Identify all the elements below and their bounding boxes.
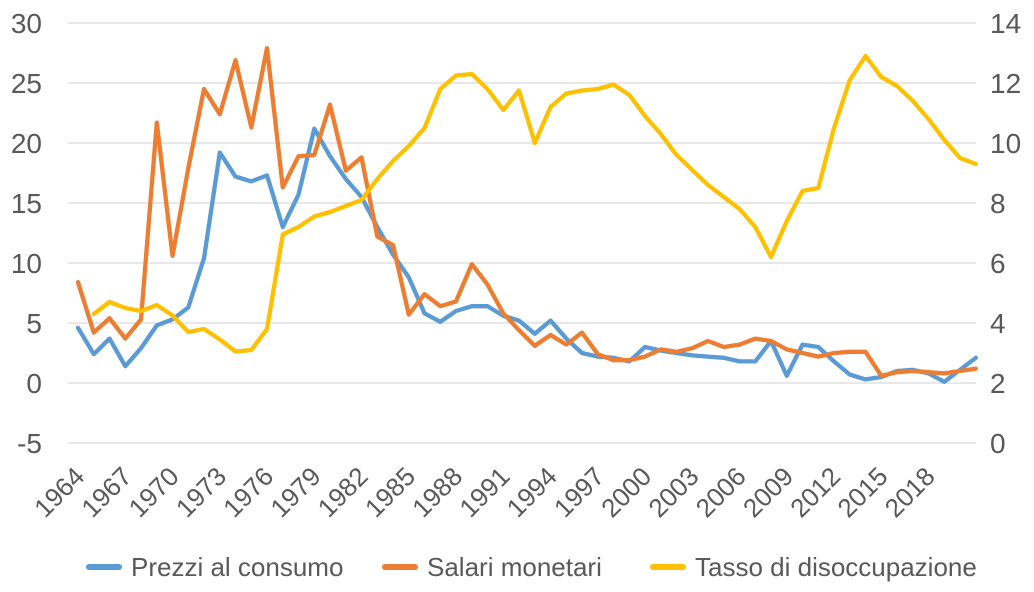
x-axis-tick-label: 1997 xyxy=(548,461,610,523)
series-line-salari-monetari xyxy=(75,46,978,378)
left-axis-tick-label: 10 xyxy=(11,248,42,279)
x-axis-tick-label: 1988 xyxy=(406,461,468,523)
x-axis-tick-label: 1976 xyxy=(217,461,279,523)
x-axis-tick-label: 2006 xyxy=(690,461,752,523)
legend-item-salari-monetari: Salari monetari xyxy=(382,551,602,583)
chart-legend: Prezzi al consumo Salari monetari Tasso … xyxy=(0,551,1034,591)
x-axis-tick-label: 1994 xyxy=(501,461,563,523)
x-axis-tick-label: 1964 xyxy=(28,461,90,523)
left-axis-tick-label: 30 xyxy=(11,8,42,39)
left-axis-tick-label: -5 xyxy=(17,428,42,459)
series-line-tasso-di-disoccupazione xyxy=(91,53,978,354)
x-axis-tick-label: 2003 xyxy=(642,461,704,523)
legend-swatch-prezzi-al-consumo xyxy=(86,564,122,570)
legend-item-tasso-di-disoccupazione: Tasso di disoccupazione xyxy=(650,551,977,583)
right-axis-tick-label: 8 xyxy=(990,188,1006,219)
left-axis-tick-label: 15 xyxy=(11,188,42,219)
x-axis-tick-label: 1970 xyxy=(123,461,185,523)
left-axis-tick-label: 5 xyxy=(26,308,42,339)
x-axis-tick-label: 1967 xyxy=(75,461,137,523)
right-axis-tick-label: 4 xyxy=(990,308,1006,339)
right-axis-tick-label: 6 xyxy=(990,248,1006,279)
x-axis-tick-label: 2012 xyxy=(784,461,846,523)
x-axis-tick-label: 2015 xyxy=(831,461,893,523)
x-axis-tick-label: 2000 xyxy=(595,461,657,523)
legend-label-salari-monetari: Salari monetari xyxy=(427,552,602,582)
left-axis-tick-label: 0 xyxy=(26,368,42,399)
left-axis-labels: 30 25 20 15 10 5 0 -5 xyxy=(11,8,42,459)
x-axis-tick-label: 1973 xyxy=(170,461,232,523)
x-axis-tick-label: 2009 xyxy=(737,461,799,523)
x-axis-tick-label: 1982 xyxy=(312,461,374,523)
right-axis-tick-label: 10 xyxy=(990,128,1021,159)
x-axis-tick-label: 2018 xyxy=(879,461,941,523)
gridlines xyxy=(68,22,976,444)
left-axis-tick-label: 20 xyxy=(11,128,42,159)
left-axis-tick-label: 25 xyxy=(11,68,42,99)
right-axis-tick-label: 0 xyxy=(990,428,1006,459)
series-lines xyxy=(75,46,978,384)
legend-swatch-tasso-di-disoccupazione xyxy=(650,564,686,570)
x-axis-labels: 1964196719701973197619791982198519881991… xyxy=(28,461,941,523)
legend-label-tasso-di-disoccupazione: Tasso di disoccupazione xyxy=(695,552,977,582)
right-axis-labels: 14 12 10 8 6 4 2 0 xyxy=(990,8,1021,459)
right-axis-tick-label: 14 xyxy=(990,8,1021,39)
x-axis-tick-label: 1991 xyxy=(453,461,515,523)
x-axis-tick-label: 1979 xyxy=(264,461,326,523)
legend-swatch-salari-monetari xyxy=(382,564,418,570)
legend-item-prezzi-al-consumo: Prezzi al consumo xyxy=(86,551,343,583)
legend-label-prezzi-al-consumo: Prezzi al consumo xyxy=(131,552,344,582)
x-axis-tick-label: 1985 xyxy=(359,461,421,523)
right-axis-tick-label: 12 xyxy=(990,68,1021,99)
right-axis-tick-label: 2 xyxy=(990,368,1006,399)
series-line-prezzi-al-consumo xyxy=(75,126,978,384)
